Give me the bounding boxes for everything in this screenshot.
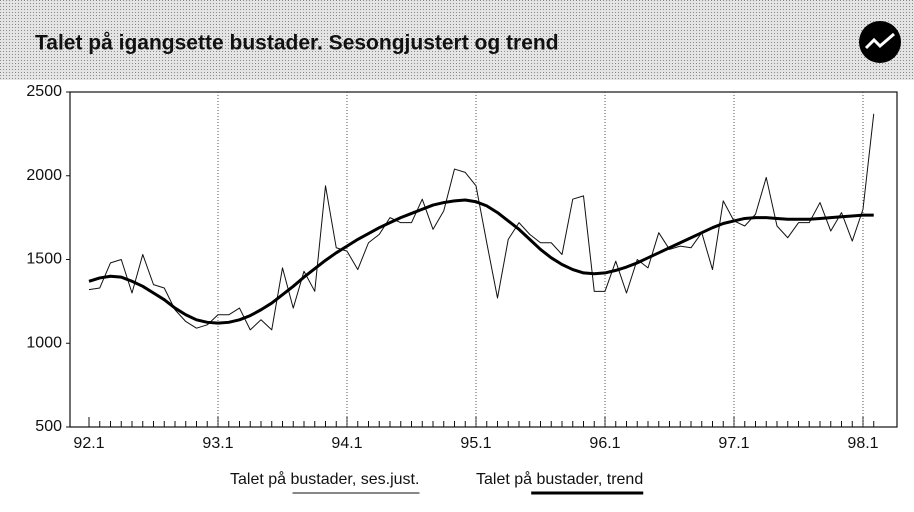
y-tick-label: 1000 [26, 334, 62, 351]
y-tick-label: 2500 [26, 83, 62, 100]
x-tick-label: 98.1 [847, 435, 878, 452]
legend-label: Talet på bustader, ses.just. [230, 470, 419, 488]
series-line [88, 113, 875, 331]
y-tick-label: 2000 [26, 167, 62, 184]
x-tick-label: 96.1 [589, 435, 620, 452]
x-tick-label: 94.1 [331, 435, 362, 452]
header-band [0, 0, 914, 80]
x-tick-label: 92.1 [73, 435, 104, 452]
x-tick-label: 93.1 [202, 435, 233, 452]
y-tick-label: 1500 [26, 251, 62, 268]
logo [859, 21, 901, 63]
chart-title: Talet på igangsette bustader. Sesongjust… [35, 32, 559, 55]
plot-frame [69, 91, 898, 428]
x-tick-label: 95.1 [460, 435, 491, 452]
legend-label: Talet på bustader, trend [476, 470, 643, 488]
y-tick-label: 500 [35, 418, 62, 435]
x-tick-label: 97.1 [718, 435, 749, 452]
series-line [88, 198, 874, 325]
